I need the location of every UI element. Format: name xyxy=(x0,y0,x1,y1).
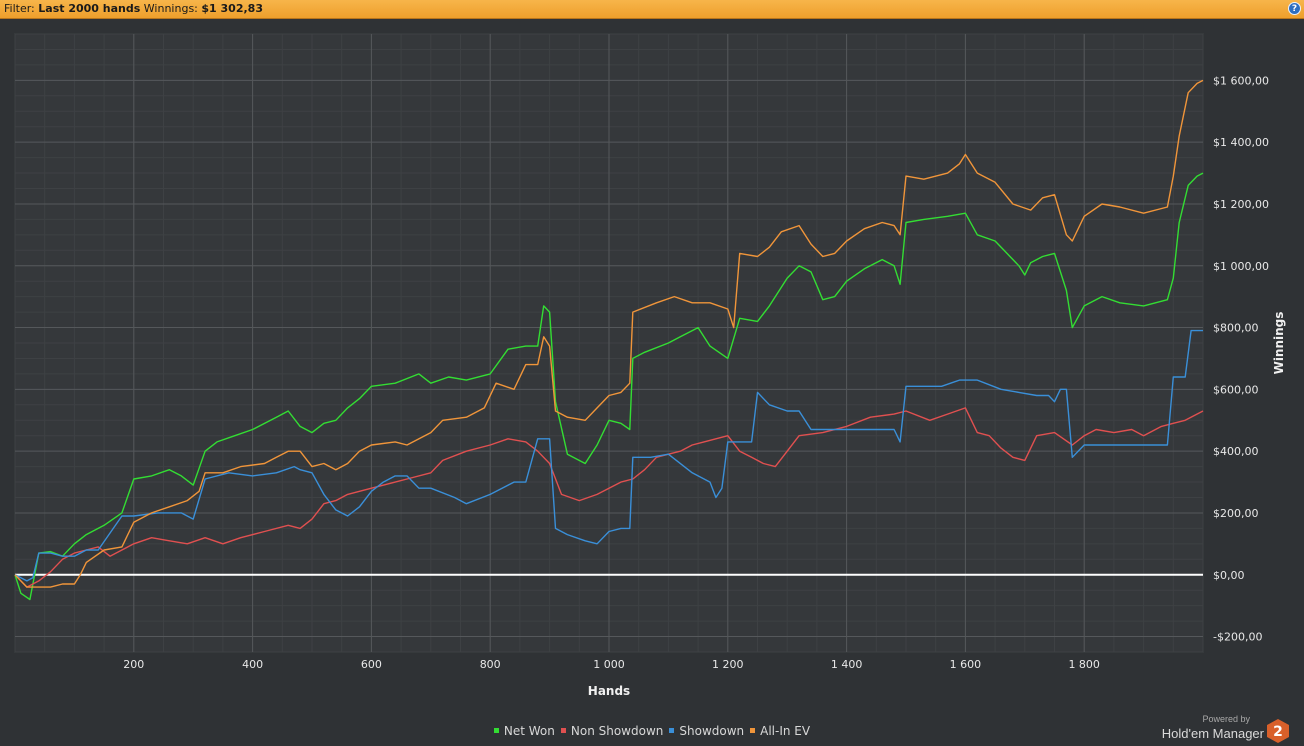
powered-by-text: Powered by xyxy=(1202,714,1250,724)
y-tick-label: $1 400,00 xyxy=(1213,136,1269,149)
help-icon[interactable]: ? xyxy=(1288,2,1301,15)
x-tick-label: 1 400 xyxy=(831,658,863,671)
winnings-label: Winnings: xyxy=(143,2,198,15)
y-tick-label: $1 600,00 xyxy=(1213,74,1269,87)
logo-text: 2 xyxy=(1273,724,1283,740)
hem2-logo-icon: 2 xyxy=(1267,719,1289,743)
winnings-value: $1 302,83 xyxy=(201,2,263,15)
y-tick-label: $600,00 xyxy=(1213,383,1259,396)
winnings-chart: 200 400 600 800 1 000 1 200 1 400 1 600 1 800 -$… xyxy=(14,33,1286,698)
series-line-showdown xyxy=(14,329,1203,582)
y-tick-label: $800,00 xyxy=(1213,322,1259,335)
series-line-net-won xyxy=(14,172,1204,601)
x-tick-label: 600 xyxy=(361,658,382,671)
y-tick-label: -$200,00 xyxy=(1213,631,1262,644)
brand-block: Powered by Hold'em Manager 2 xyxy=(1150,714,1290,744)
y-tick-label: $1 200,00 xyxy=(1213,198,1269,211)
y-axis-ticks: -$200,00 $0,00 $200,00 $400,00 $600,00 $800,0… xyxy=(1213,74,1269,643)
legend-label: All-In EV xyxy=(760,724,811,738)
filter-value[interactable]: Last 2000 hands xyxy=(38,2,141,15)
y-tick-label: $1 000,00 xyxy=(1213,260,1269,273)
x-tick-label: 800 xyxy=(480,658,501,671)
legend-item[interactable]: Net Won xyxy=(493,724,555,738)
brand-name: Hold'em Manager xyxy=(1161,726,1264,741)
y-tick-label: $400,00 xyxy=(1213,445,1259,458)
legend-item[interactable]: All-In EV xyxy=(750,724,810,738)
legend-label: Net Won xyxy=(503,724,555,738)
x-tick-label: 400 xyxy=(242,658,263,671)
filter-summary: Filter: Last 2000 hands Winnings: $1 302… xyxy=(4,0,263,18)
x-tick-label: 1 200 xyxy=(712,658,744,671)
series-line-non-showdown xyxy=(14,407,1204,588)
filter-label: Filter: xyxy=(4,2,35,15)
legend-label: Showdown xyxy=(679,724,745,738)
y-axis-label: Winnings xyxy=(1272,312,1286,375)
x-tick-label: 1 800 xyxy=(1068,658,1100,671)
x-tick-label: 1 000 xyxy=(593,658,625,671)
x-tick-label: 1 600 xyxy=(950,658,982,671)
y-tick-label: $0,00 xyxy=(1213,569,1245,582)
x-axis-label: Hands xyxy=(588,684,630,698)
legend-label: Non Showdown xyxy=(570,724,664,738)
legend-swatch xyxy=(750,728,756,733)
legend-swatch xyxy=(560,728,566,733)
y-tick-label: $200,00 xyxy=(1213,507,1259,520)
legend-item[interactable]: Non Showdown xyxy=(560,724,664,738)
x-axis-ticks: 200 400 600 800 1 000 1 200 1 400 1 600 1 800 xyxy=(123,658,1100,671)
filter-bar: Filter: Last 2000 hands Winnings: $1 302… xyxy=(0,0,1304,19)
legend-swatch xyxy=(493,728,499,733)
legend-swatch xyxy=(669,728,675,733)
series-layer xyxy=(14,79,1204,601)
legend-item[interactable]: Showdown xyxy=(669,724,744,738)
series-line-all-in-ev xyxy=(14,79,1204,588)
x-tick-label: 200 xyxy=(123,658,144,671)
chart-legend: Net Won Non Showdown Showdown All-In EV xyxy=(0,724,1304,740)
